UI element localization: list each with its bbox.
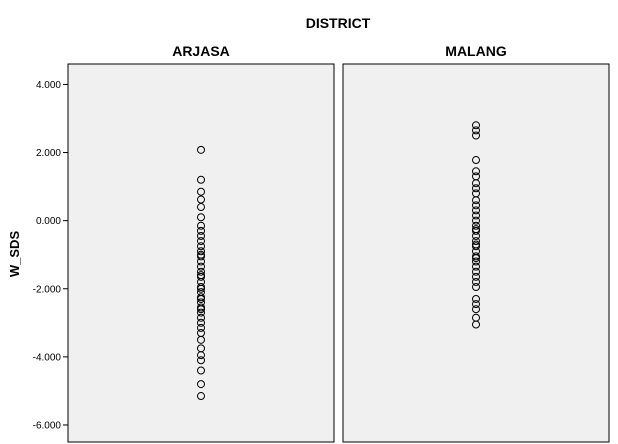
panel-label-arjasa: ARJASA [172,43,230,59]
data-point-arjasa-33 [197,380,205,389]
data-point-malang-10 [472,201,480,210]
data-point-arjasa-6 [197,221,205,230]
data-point-malang-12 [472,211,480,220]
data-point-malang-31 [472,320,480,329]
data-point-arjasa-0 [197,145,205,154]
data-point-malang-21 [472,257,480,266]
data-point-arjasa-28 [197,335,205,344]
data-point-malang-13 [472,216,480,225]
data-point-malang-23 [472,267,480,276]
data-point-malang-11 [472,206,480,215]
data-point-malang-29 [472,305,480,314]
data-point-arjasa-39 [197,305,205,314]
data-point-arjasa-15 [197,267,205,276]
data-point-malang-22 [472,262,480,271]
data-point-arjasa-31 [197,356,205,365]
data-point-arjasa-35 [197,250,205,259]
data-point-arjasa-24 [197,313,205,322]
data-point-malang-28 [472,300,480,309]
data-point-malang-4 [472,167,480,176]
data-point-arjasa-9 [197,237,205,246]
data-point-arjasa-14 [197,262,205,271]
data-point-arjasa-26 [197,323,205,332]
panel-label-malang: MALANG [445,43,507,59]
data-point-arjasa-4 [197,203,205,212]
data-point-arjasa-5 [197,213,205,222]
y-tick-label: 4.000 [36,80,61,91]
data-point-malang-34 [472,254,480,263]
data-point-malang-14 [472,221,480,230]
chart-panel-title: DISTRICT [306,15,371,31]
data-point-arjasa-25 [197,318,205,327]
data-point-malang-24 [472,272,480,281]
y-tick-label: -4.000 [33,352,62,363]
data-point-arjasa-11 [197,247,205,256]
y-axis-label: W_SDS [7,231,22,278]
data-point-malang-6 [472,179,480,188]
data-point-arjasa-32 [197,366,205,375]
data-point-malang-7 [472,184,480,193]
data-point-malang-17 [472,237,480,246]
data-point-arjasa-34 [197,392,205,401]
data-point-malang-1 [472,126,480,135]
data-point-malang-27 [472,294,480,303]
data-point-arjasa-2 [197,187,205,196]
plot-area: ARJASA MALANG 4.000 2.000 0.000 -2.000 -4.000 -… [33,43,610,443]
data-point-malang-33 [472,240,480,249]
data-point-arjasa-23 [197,308,205,317]
y-tick-label: 0.000 [36,216,61,227]
data-point-malang-9 [472,196,480,205]
y-tick-label: 2.000 [36,148,61,159]
data-point-arjasa-7 [197,226,205,235]
data-point-arjasa-8 [197,231,205,240]
data-point-arjasa-38 [197,294,205,303]
data-point-malang-2 [472,131,480,140]
data-point-arjasa-36 [197,271,205,280]
data-point-arjasa-37 [197,284,205,293]
data-point-arjasa-1 [197,175,205,184]
y-tick-label: -2.000 [33,284,62,295]
data-point-arjasa-10 [197,242,205,251]
data-point-malang-3 [472,156,480,165]
data-point-malang-0 [472,121,480,130]
data-point-malang-32 [472,225,480,234]
data-point-malang-26 [472,283,480,292]
data-point-arjasa-30 [197,351,205,360]
data-point-malang-25 [472,277,480,286]
y-tick-label: -6.000 [33,420,62,431]
